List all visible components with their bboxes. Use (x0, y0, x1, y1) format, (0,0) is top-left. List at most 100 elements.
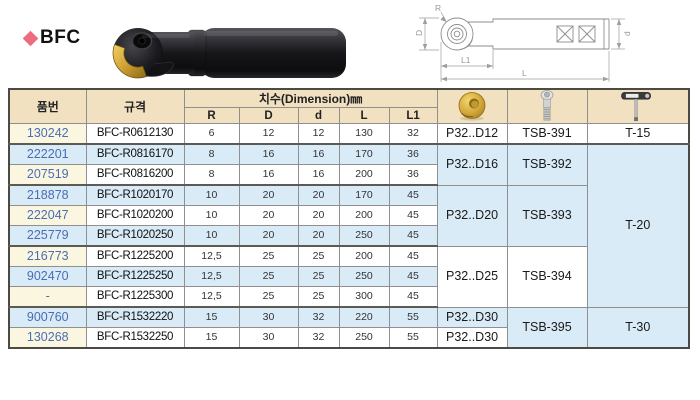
table-row: 130242 BFC-R0612130 6 12 12 130 32 P32..D12 TSB-… (8, 123, 690, 145)
dimension-cell: 25 (297, 286, 340, 308)
part-number-cell: 225779 (8, 225, 87, 247)
dimension-cell: 6 (183, 123, 240, 145)
spec-cell: BFC-R1225200 (85, 245, 185, 267)
dimension-cell: 130 (338, 123, 390, 145)
product-table: 품번 규격 치수(Dimension)㎜ (8, 88, 691, 349)
dimension-cell: 16 (297, 143, 340, 165)
drawing-label-diameter: D (414, 30, 424, 36)
header-part-no: 품번 (8, 88, 87, 124)
part-number-cell: 130242 (8, 123, 87, 145)
drawing-label-l1: L1 (461, 55, 471, 65)
wrench-cell: T-15 (586, 123, 690, 145)
dimension-cell: 10 (183, 184, 240, 206)
screw-cell: TSB-395 (506, 306, 588, 349)
table-row: - BFC-R1225300 12,5 25 25 300 45 (8, 286, 689, 308)
header-wrench-column (586, 88, 690, 124)
spec-cell: BFC-R1225250 (85, 266, 185, 287)
table-row: 207519 BFC-R0816200 8 16 16 200 36 (8, 164, 689, 186)
spec-cell: BFC-R1020200 (85, 205, 185, 226)
dimension-cell: 20 (297, 205, 340, 226)
table-row: 218878 BFC-R1020170 10 20 20 170 45 P32..D20 TSB… (8, 184, 689, 247)
dimension-cell: 55 (388, 306, 438, 328)
dimension-cell: 55 (388, 327, 438, 349)
screw-cell: TSB-392 (506, 143, 588, 186)
drawing-label-l: L (522, 68, 527, 78)
dimension-cell: 20 (238, 205, 299, 226)
header-dim-d-cap: D (238, 107, 299, 124)
dimension-cell: 25 (238, 286, 299, 308)
dimension-cell: 25 (238, 245, 299, 267)
spec-cell: BFC-R1532250 (85, 327, 185, 349)
dimension-cell: 200 (338, 205, 390, 226)
clamp-screw-icon (540, 90, 554, 121)
spec-cell: BFC-R0816170 (85, 143, 185, 165)
series-title: BFC (22, 27, 81, 49)
wrench-cell: T-30 (586, 306, 690, 349)
dimension-cell: 10 (183, 205, 240, 226)
dimension-cell: 36 (388, 143, 438, 165)
dimension-cell: 200 (338, 164, 390, 186)
header-dim-r: R (183, 107, 240, 124)
wrench-cell: T-20 (586, 143, 690, 308)
table-row: 130268 BFC-R1532250 15 30 32 250 55 P32..D30 (8, 327, 689, 349)
dimension-cell: 20 (297, 184, 340, 206)
dimension-cell: 15 (183, 306, 240, 328)
part-number-cell: 130268 (8, 327, 87, 349)
table-row: 216773 BFC-R1225200 12,5 25 25 200 45 P32..D25 T… (8, 245, 689, 308)
drawing-label-shank-dia: d (622, 31, 632, 36)
part-number-cell: 902470 (8, 266, 87, 287)
dimension-cell: 20 (297, 225, 340, 247)
part-number-cell: 222201 (8, 143, 87, 165)
screw-cell: TSB-391 (506, 123, 588, 145)
ball-insert-icon (458, 92, 486, 121)
dimension-cell: 250 (338, 225, 390, 247)
dimension-cell: 12 (238, 123, 299, 145)
dimension-cell: 30 (238, 306, 299, 328)
dimension-cell: 200 (338, 245, 390, 267)
tool-photo-image (112, 28, 346, 79)
dimension-cell: 12,5 (183, 245, 240, 267)
header-dim-l1: L1 (388, 107, 438, 124)
insert-cell: P32..D16 (436, 143, 508, 186)
dimension-cell: 30 (238, 327, 299, 349)
header-dim-d: d (297, 107, 340, 124)
dimension-drawing: R D d L1 L (414, 3, 632, 82)
screw-cell: TSB-393 (506, 184, 588, 247)
screw-cell: TSB-394 (506, 245, 588, 308)
dimension-cell: 12,5 (183, 286, 240, 308)
dimension-cell: 8 (183, 143, 240, 165)
table-row: 222047 BFC-R1020200 10 20 20 200 45 (8, 205, 689, 226)
dimension-cell: 250 (338, 327, 390, 349)
part-number-cell: 900760 (8, 306, 87, 328)
dimension-cell: 300 (338, 286, 390, 308)
dimension-cell: 25 (297, 266, 340, 287)
insert-cell: P32..D30 (436, 327, 508, 349)
dimension-cell: 45 (388, 205, 438, 226)
spec-cell: BFC-R1020170 (85, 184, 185, 206)
spec-cell: BFC-R1225300 (85, 286, 185, 308)
drawing-label-radius: R (435, 3, 441, 13)
dimension-cell: 25 (297, 245, 340, 267)
part-number-cell: - (8, 286, 87, 308)
dimension-cell: 12 (297, 123, 340, 145)
diamond-icon (22, 30, 39, 46)
dimension-cell: 25 (238, 266, 299, 287)
table-row: 225779 BFC-R1020250 10 20 20 250 45 (8, 225, 689, 247)
dimension-cell: 170 (338, 143, 390, 165)
part-number-cell: 207519 (8, 164, 87, 186)
header-insert-column (436, 88, 508, 124)
dimension-cell: 16 (297, 164, 340, 186)
dimension-cell: 45 (388, 266, 438, 287)
dimension-cell: 170 (338, 184, 390, 206)
dimension-cell: 45 (388, 225, 438, 247)
dimension-cell: 45 (388, 245, 438, 267)
dimension-cell: 32 (297, 327, 340, 349)
header-screw-column (506, 88, 588, 124)
spec-cell: BFC-R1532220 (85, 306, 185, 328)
part-number-cell: 222047 (8, 205, 87, 226)
part-number-cell: 216773 (8, 245, 87, 267)
series-name: BFC (40, 27, 81, 48)
spec-cell: BFC-R0612130 (85, 123, 185, 145)
dimension-cell: 45 (388, 184, 438, 206)
